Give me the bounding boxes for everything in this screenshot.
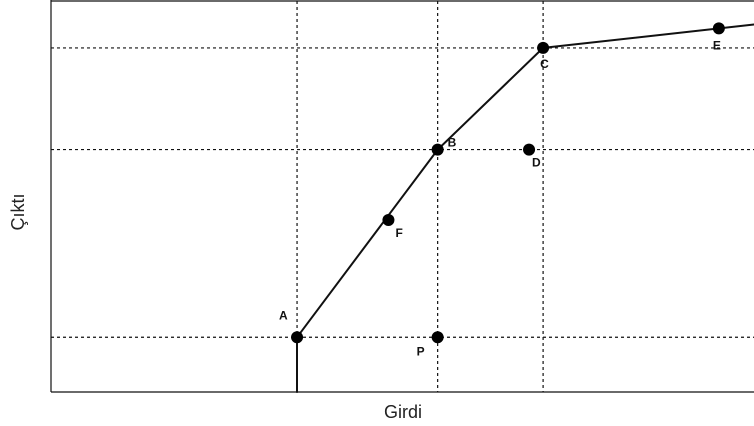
point-e: [712, 22, 725, 35]
point-d: [523, 143, 536, 156]
point-label-p: P: [417, 344, 425, 358]
point-label-b: B: [448, 136, 457, 150]
point-p: [431, 331, 444, 344]
points-layer: A B C D E F P: [279, 22, 725, 358]
point-c: [537, 41, 550, 54]
point-f: [382, 213, 395, 226]
point-b: [431, 143, 444, 156]
point-label-a: A: [279, 308, 288, 322]
point-label-f: F: [395, 226, 402, 240]
point-label-d: D: [532, 156, 541, 170]
point-label-c: C: [540, 57, 549, 71]
point-label-e: E: [713, 38, 721, 52]
point-a: [291, 331, 304, 344]
x-axis-label: Girdi: [384, 402, 422, 422]
dashed-gridlines: [51, 1, 754, 392]
y-axis-label: Çıktı: [8, 193, 28, 230]
